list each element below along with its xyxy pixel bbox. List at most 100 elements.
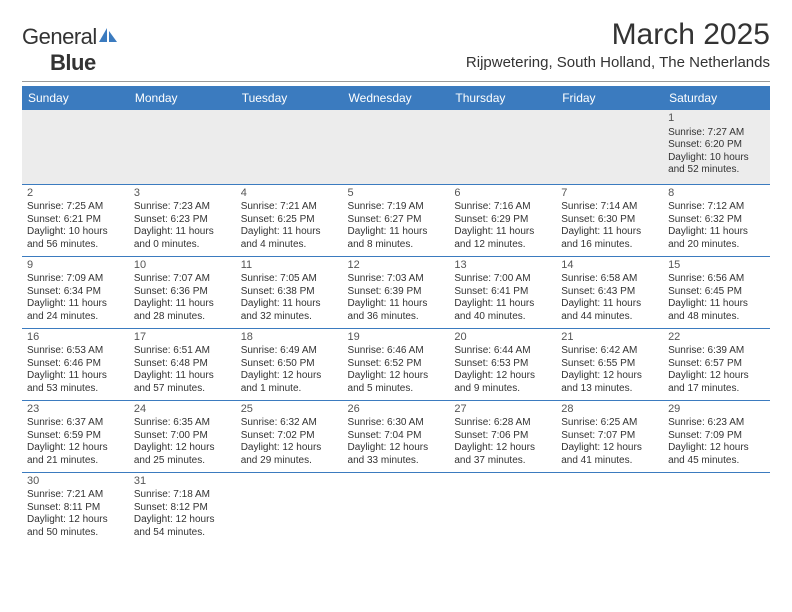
sunrise-text: Sunrise: 7:16 AM (454, 201, 551, 214)
calendar-cell: 5Sunrise: 7:19 AMSunset: 6:27 PMDaylight… (343, 184, 450, 256)
calendar-cell: 2Sunrise: 7:25 AMSunset: 6:21 PMDaylight… (22, 184, 129, 256)
sunset-text: Sunset: 6:23 PM (134, 214, 231, 227)
weekday-header: Sunday (22, 86, 129, 110)
weekday-header: Monday (129, 86, 236, 110)
calendar-page: GeneralBlue March 2025 Rijpwetering, Sou… (0, 0, 792, 566)
daylight-text: and 0 minutes. (134, 239, 231, 252)
sunset-text: Sunset: 6:55 PM (561, 358, 658, 371)
calendar-cell: 16Sunrise: 6:53 AMSunset: 6:46 PMDayligh… (22, 328, 129, 400)
sunrise-text: Sunrise: 7:19 AM (348, 201, 445, 214)
sunset-text: Sunset: 6:53 PM (454, 358, 551, 371)
calendar-cell (663, 472, 770, 548)
day-number: 1 (668, 112, 765, 126)
weekday-header: Thursday (449, 86, 556, 110)
day-number: 29 (668, 403, 765, 417)
sunrise-text: Sunrise: 6:49 AM (241, 345, 338, 358)
sunset-text: Sunset: 6:59 PM (27, 430, 124, 443)
daylight-text: Daylight: 11 hours (454, 226, 551, 239)
calendar-row: 1Sunrise: 7:27 AMSunset: 6:20 PMDaylight… (22, 110, 770, 184)
sunset-text: Sunset: 6:50 PM (241, 358, 338, 371)
sunrise-text: Sunrise: 6:51 AM (134, 345, 231, 358)
calendar-cell (449, 472, 556, 548)
day-number: 25 (241, 403, 338, 417)
calendar-cell: 9Sunrise: 7:09 AMSunset: 6:34 PMDaylight… (22, 256, 129, 328)
sunrise-text: Sunrise: 6:37 AM (27, 417, 124, 430)
daylight-text: and 12 minutes. (454, 239, 551, 252)
sunset-text: Sunset: 6:27 PM (348, 214, 445, 227)
day-number: 22 (668, 331, 765, 345)
day-number: 11 (241, 259, 338, 273)
sunset-text: Sunset: 6:43 PM (561, 286, 658, 299)
daylight-text: and 36 minutes. (348, 311, 445, 324)
calendar-cell: 8Sunrise: 7:12 AMSunset: 6:32 PMDaylight… (663, 184, 770, 256)
daylight-text: Daylight: 12 hours (27, 514, 124, 527)
sunset-text: Sunset: 6:30 PM (561, 214, 658, 227)
calendar-cell: 19Sunrise: 6:46 AMSunset: 6:52 PMDayligh… (343, 328, 450, 400)
sunset-text: Sunset: 8:12 PM (134, 502, 231, 515)
daylight-text: and 41 minutes. (561, 455, 658, 468)
sunset-text: Sunset: 6:21 PM (27, 214, 124, 227)
calendar-row: 23Sunrise: 6:37 AMSunset: 6:59 PMDayligh… (22, 400, 770, 472)
daylight-text: Daylight: 11 hours (241, 226, 338, 239)
daylight-text: Daylight: 12 hours (668, 442, 765, 455)
sunrise-text: Sunrise: 6:30 AM (348, 417, 445, 430)
daylight-text: Daylight: 12 hours (348, 370, 445, 383)
calendar-cell: 1Sunrise: 7:27 AMSunset: 6:20 PMDaylight… (663, 110, 770, 184)
calendar-cell: 23Sunrise: 6:37 AMSunset: 6:59 PMDayligh… (22, 400, 129, 472)
daylight-text: Daylight: 11 hours (348, 226, 445, 239)
calendar-cell: 20Sunrise: 6:44 AMSunset: 6:53 PMDayligh… (449, 328, 556, 400)
sunrise-text: Sunrise: 6:39 AM (668, 345, 765, 358)
sunrise-text: Sunrise: 6:42 AM (561, 345, 658, 358)
daylight-text: and 20 minutes. (668, 239, 765, 252)
daylight-text: and 9 minutes. (454, 383, 551, 396)
daylight-text: Daylight: 12 hours (241, 370, 338, 383)
sunrise-text: Sunrise: 6:32 AM (241, 417, 338, 430)
sunrise-text: Sunrise: 6:44 AM (454, 345, 551, 358)
day-number: 15 (668, 259, 765, 273)
sunset-text: Sunset: 6:46 PM (27, 358, 124, 371)
day-number: 16 (27, 331, 124, 345)
day-number: 30 (27, 475, 124, 489)
sunrise-text: Sunrise: 7:27 AM (668, 127, 765, 140)
calendar-cell: 13Sunrise: 7:00 AMSunset: 6:41 PMDayligh… (449, 256, 556, 328)
daylight-text: and 32 minutes. (241, 311, 338, 324)
sunrise-text: Sunrise: 6:56 AM (668, 273, 765, 286)
daylight-text: Daylight: 11 hours (27, 370, 124, 383)
header-divider (22, 81, 770, 82)
daylight-text: Daylight: 11 hours (561, 298, 658, 311)
daylight-text: and 4 minutes. (241, 239, 338, 252)
day-number: 12 (348, 259, 445, 273)
daylight-text: and 28 minutes. (134, 311, 231, 324)
sunset-text: Sunset: 6:57 PM (668, 358, 765, 371)
day-number: 27 (454, 403, 551, 417)
day-number: 14 (561, 259, 658, 273)
calendar-cell (236, 472, 343, 548)
calendar-cell (236, 110, 343, 184)
weekday-header: Friday (556, 86, 663, 110)
sunrise-text: Sunrise: 6:23 AM (668, 417, 765, 430)
sunrise-text: Sunrise: 7:25 AM (27, 201, 124, 214)
calendar-cell: 14Sunrise: 6:58 AMSunset: 6:43 PMDayligh… (556, 256, 663, 328)
calendar-cell (343, 110, 450, 184)
logo-text-part1: General (22, 24, 97, 49)
day-number: 28 (561, 403, 658, 417)
day-number: 5 (348, 187, 445, 201)
sunset-text: Sunset: 6:38 PM (241, 286, 338, 299)
daylight-text: and 1 minute. (241, 383, 338, 396)
sunset-text: Sunset: 6:36 PM (134, 286, 231, 299)
calendar-cell: 18Sunrise: 6:49 AMSunset: 6:50 PMDayligh… (236, 328, 343, 400)
logo-text: GeneralBlue (22, 24, 119, 76)
daylight-text: Daylight: 11 hours (134, 298, 231, 311)
daylight-text: and 50 minutes. (27, 527, 124, 540)
sunset-text: Sunset: 6:32 PM (668, 214, 765, 227)
sunset-text: Sunset: 6:39 PM (348, 286, 445, 299)
daylight-text: and 21 minutes. (27, 455, 124, 468)
calendar-cell (343, 472, 450, 548)
daylight-text: and 57 minutes. (134, 383, 231, 396)
day-number: 26 (348, 403, 445, 417)
calendar-cell: 30Sunrise: 7:21 AMSunset: 8:11 PMDayligh… (22, 472, 129, 548)
sunset-text: Sunset: 6:45 PM (668, 286, 765, 299)
calendar-cell: 27Sunrise: 6:28 AMSunset: 7:06 PMDayligh… (449, 400, 556, 472)
daylight-text: Daylight: 12 hours (134, 514, 231, 527)
calendar-header-row: SundayMondayTuesdayWednesdayThursdayFrid… (22, 86, 770, 110)
